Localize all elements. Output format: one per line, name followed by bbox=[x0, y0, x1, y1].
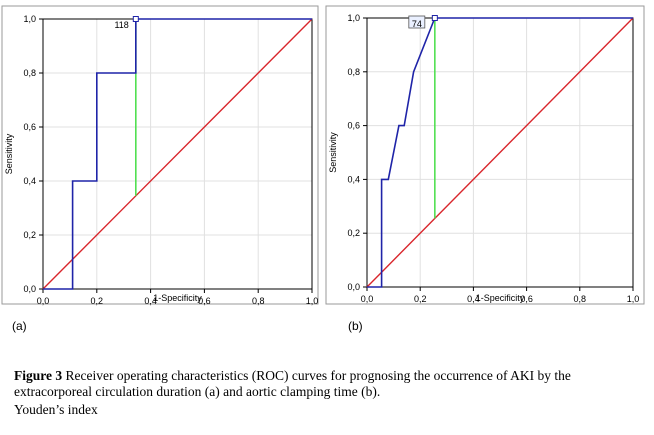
panel-b-x-axis-label: 1-Specificity bbox=[476, 293, 525, 303]
panel-a-y-tick-label: 0,4 bbox=[23, 176, 36, 186]
panel-a-y-axis-label: Sensitivity bbox=[4, 133, 14, 174]
panel-a-y-tick-label: 0,8 bbox=[23, 68, 36, 78]
panel-a-x-tick-label: 0,8 bbox=[252, 296, 265, 306]
panel-b-x-tick-label: 0,8 bbox=[574, 294, 587, 304]
panel-b-x-tick-label: 0,4 bbox=[467, 294, 480, 304]
panel-a-y-tick-label: 0,6 bbox=[23, 122, 36, 132]
panel-b-y-tick-label: 1,0 bbox=[347, 13, 360, 23]
panel-a-panel-label: (a) bbox=[12, 319, 27, 333]
panel-a-y-tick-label: 0,2 bbox=[23, 230, 36, 240]
panel-b-reference-line bbox=[366, 17, 634, 288]
panel-a-x-tick-label: 0,4 bbox=[144, 296, 157, 306]
figure-caption: Figure 3 Receiver operating characterist… bbox=[14, 368, 644, 400]
figure-caption-text: Receiver operating characteristics (ROC)… bbox=[14, 368, 571, 399]
panel-b-y-tick-label: 0,4 bbox=[347, 174, 360, 184]
panel-a-cutoff-marker bbox=[132, 16, 139, 22]
panel-a-x-tick-label: 1,0 bbox=[306, 296, 319, 306]
panel-b-cutoff-marker bbox=[431, 15, 438, 21]
panel-b-y-tick-label: 0,6 bbox=[347, 121, 360, 131]
panel-b-x-tick-label: 0,0 bbox=[361, 294, 374, 304]
panel-b-roc-curve bbox=[367, 17, 633, 288]
panel-a-y-tick-label: 0,0 bbox=[23, 284, 36, 294]
panel-b-y-tick-label: 0,8 bbox=[347, 67, 360, 77]
panel-a-x-tick-label: 0,6 bbox=[198, 296, 211, 306]
panel-b-x-tick-label: 0,2 bbox=[414, 294, 427, 304]
panel-a-reference-line bbox=[42, 18, 313, 290]
panel-a-x-axis-label: 1-Specificity bbox=[153, 293, 202, 303]
panel-b-y-axis-label: Sensitivity bbox=[328, 132, 338, 173]
panel-a-y-tick-label: 1,0 bbox=[23, 14, 36, 24]
panel-b-x-tick-label: 0,6 bbox=[520, 294, 533, 304]
panel-a-x-tick-label: 0,2 bbox=[91, 296, 104, 306]
figure-caption-label: Figure 3 bbox=[14, 368, 63, 383]
panel-a-roc-curve bbox=[43, 18, 312, 290]
panel-b-chart: 0,0 0,2 0,4 0,6 0,8 1,0 0,0 0,2 0,4 0,6 0,8 1,0 1-Sp… bbox=[325, 5, 645, 333]
panel-b-panel-label: (b) bbox=[348, 319, 363, 333]
panel-b-y-tick-label: 0,2 bbox=[347, 228, 360, 238]
panel-a-chart: 0,0 0,2 0,4 0,6 0,8 1,0 0,0 0,2 0,4 0,6 0,8 1,0 1-Sp… bbox=[1, 5, 319, 333]
panel-a-x-tick-label: 0,0 bbox=[37, 296, 50, 306]
panel-b-frame bbox=[325, 5, 645, 305]
panel-a-cutoff-label: 118 bbox=[114, 20, 128, 30]
panel-b-x-tick-label: 1,0 bbox=[627, 294, 640, 304]
panel-a-frame bbox=[1, 5, 319, 305]
youden-note: Youden’s index bbox=[14, 402, 98, 417]
panel-b-cutoff-label: 74 bbox=[412, 19, 422, 29]
panel-b-y-tick-label: 0,0 bbox=[347, 282, 360, 292]
panel-b-cutoff-label-box bbox=[408, 15, 426, 29]
